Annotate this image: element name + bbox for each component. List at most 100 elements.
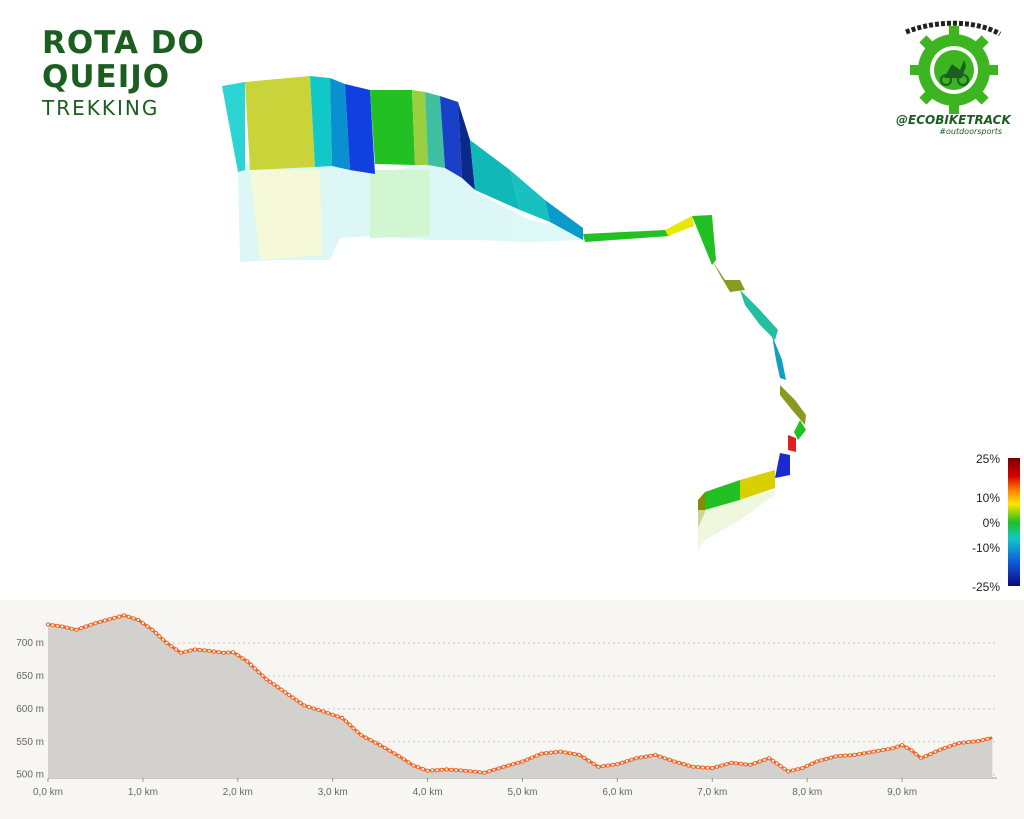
elevation-point (458, 768, 463, 773)
elevation-point (729, 760, 734, 765)
elevation-point (126, 614, 131, 619)
elevation-point (900, 743, 905, 748)
y-tick-label: 550 m (16, 737, 44, 748)
elevation-point (696, 765, 701, 770)
elevation-point (653, 752, 658, 757)
elevation-point (748, 762, 753, 767)
elevation-point (705, 765, 710, 770)
elevation-point (975, 739, 981, 744)
elevation-point (596, 764, 601, 769)
elevation-profile-panel: 500 m 550 m 600 m 650 m 700 m 0,0 km 1,0 km 2,… (0, 600, 1024, 819)
elevation-point (624, 759, 630, 764)
elevation-point (468, 769, 473, 774)
elevation-point (161, 637, 166, 642)
elevation-point (782, 766, 787, 771)
elevation-point (392, 751, 397, 756)
x-tick-label: 6,0 km (602, 787, 632, 798)
elevation-point (852, 752, 857, 757)
elevation-point (401, 757, 406, 762)
elevation-point (112, 615, 117, 620)
elevation-point (420, 766, 425, 772)
elevation-point (681, 762, 686, 767)
elevation-point (178, 650, 183, 655)
elevation-point (567, 751, 573, 756)
elevation-point (743, 762, 748, 767)
elevation-point (714, 764, 720, 769)
elevation-point (862, 751, 867, 756)
elevation-point (615, 762, 620, 767)
elevation-point (207, 648, 212, 653)
elevation-point (719, 763, 724, 768)
logo-tagline: #outdoorsports (939, 127, 1002, 136)
elevation-point (933, 749, 938, 754)
elevation-point (252, 666, 257, 671)
elevation-point (477, 770, 482, 775)
elevation-point (520, 759, 525, 764)
elevation-point (83, 624, 89, 629)
x-tick-label: 3,0 km (318, 787, 348, 798)
elevation-point (914, 752, 919, 757)
elevation-point (610, 762, 615, 767)
logo-handle: @ECOBIKETRACK (896, 113, 1011, 127)
elevation-point (121, 613, 127, 618)
elevation-point (50, 623, 55, 628)
elevation-point (691, 764, 696, 769)
elevation-point (529, 755, 535, 760)
elevation-point (264, 677, 269, 682)
elevation-point (629, 757, 634, 762)
elevation-point (153, 630, 158, 636)
elevation-point (416, 765, 421, 770)
legend-label-minus-25: -25% (971, 580, 1000, 594)
elevation-point (956, 741, 962, 746)
elevation-point (605, 763, 611, 768)
elevation-point (88, 622, 93, 627)
elevation-point (107, 617, 112, 622)
elevation-point (325, 711, 331, 716)
elevation-point (563, 750, 568, 755)
x-tick-layer: 0,0 km 1,0 km 2,0 km 3,0 km 4,0 km 5,0 km 6,0 … (33, 778, 917, 798)
elevation-point (183, 649, 188, 654)
elevation-point (387, 748, 392, 753)
elevation-point (833, 754, 838, 759)
elevation-point (572, 752, 577, 757)
elevation-point (473, 769, 478, 774)
elevation-point (643, 754, 649, 759)
elevation-point (406, 760, 411, 765)
elevation-point (351, 726, 356, 731)
elevation-point (895, 744, 900, 749)
elevation-point (790, 768, 796, 773)
route-title-line-1: ROTA DO (42, 25, 205, 61)
elevation-point (544, 751, 549, 756)
elevation-point (335, 714, 340, 719)
elevation-point (501, 764, 506, 769)
elevation-point (102, 618, 108, 623)
elevation-point (677, 760, 682, 765)
elevation-point (164, 640, 169, 646)
elevation-point (496, 766, 501, 771)
elevation-point (449, 767, 454, 772)
elevation-point (506, 763, 511, 768)
elevation-point (885, 747, 891, 752)
elevation-point (226, 650, 231, 655)
elevation-point (966, 740, 971, 745)
route-title-line-2: QUEIJO (42, 59, 171, 95)
marker-layer (45, 613, 990, 775)
elevation-point (64, 625, 70, 630)
elevation-point (700, 765, 705, 770)
elevation-profile-chart: 500 m 550 m 600 m 650 m 700 m 0,0 km 1,0 km 2,… (16, 613, 997, 798)
elevation-point (601, 764, 606, 769)
legend-label-10: 10% (975, 491, 1000, 505)
elevation-point (145, 624, 150, 629)
elevation-point (212, 649, 217, 654)
elevation-point (774, 761, 779, 766)
elevation-point (724, 762, 729, 767)
elevation-point (444, 767, 449, 772)
elevation-point (197, 647, 202, 653)
elevation-point (330, 712, 335, 717)
x-tick-label: 9,0 km (887, 787, 917, 798)
elevation-point (752, 761, 758, 766)
elevation-point (368, 738, 373, 743)
elevation-point (316, 707, 321, 713)
title-block: ROTA DO QUEIJO TREKKING (42, 26, 205, 120)
elevation-point (786, 769, 791, 774)
